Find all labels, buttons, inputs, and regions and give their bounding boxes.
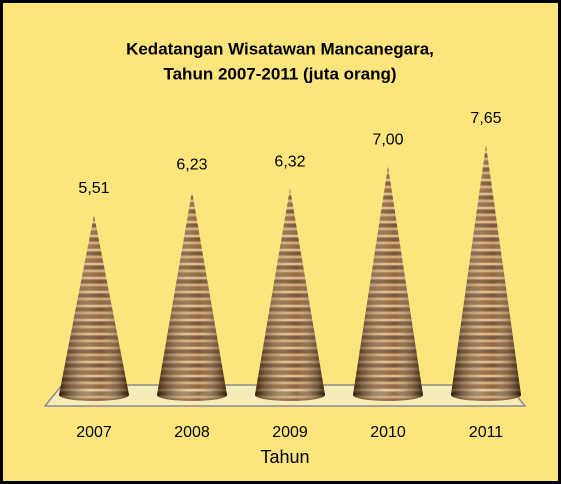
value-label: 6,32 xyxy=(274,154,305,171)
x-tick-label: 2011 xyxy=(469,424,504,441)
cone-shade xyxy=(353,166,423,395)
cone xyxy=(353,166,423,401)
x-tick-label: 2007 xyxy=(76,424,112,441)
cone xyxy=(451,145,521,401)
chart-title: Tahun 2007-2011 (juta orang) xyxy=(163,64,396,83)
cone-shade xyxy=(451,145,521,395)
cone xyxy=(157,191,227,401)
cone-base-shade xyxy=(255,389,325,401)
value-label: 5,51 xyxy=(78,180,109,197)
cone-shade xyxy=(157,191,227,395)
cone xyxy=(255,188,325,401)
cone-base-shade xyxy=(353,389,423,401)
cone-base-shade xyxy=(157,389,227,401)
x-tick-label: 2009 xyxy=(272,424,308,441)
x-axis-label: Tahun xyxy=(260,447,309,467)
x-tick-label: 2008 xyxy=(174,424,210,441)
cone-shade xyxy=(59,214,129,395)
value-label: 7,00 xyxy=(372,131,403,148)
cone-base-shade xyxy=(59,389,129,401)
cone-base-shade xyxy=(451,389,521,401)
chart-title: Kedatangan Wisatawan Mancanegara, xyxy=(126,39,434,58)
x-tick-label: 2010 xyxy=(370,424,406,441)
cone xyxy=(59,214,129,401)
value-label: 6,23 xyxy=(176,157,207,174)
cone-shade xyxy=(255,188,325,395)
value-label: 7,65 xyxy=(470,110,501,127)
